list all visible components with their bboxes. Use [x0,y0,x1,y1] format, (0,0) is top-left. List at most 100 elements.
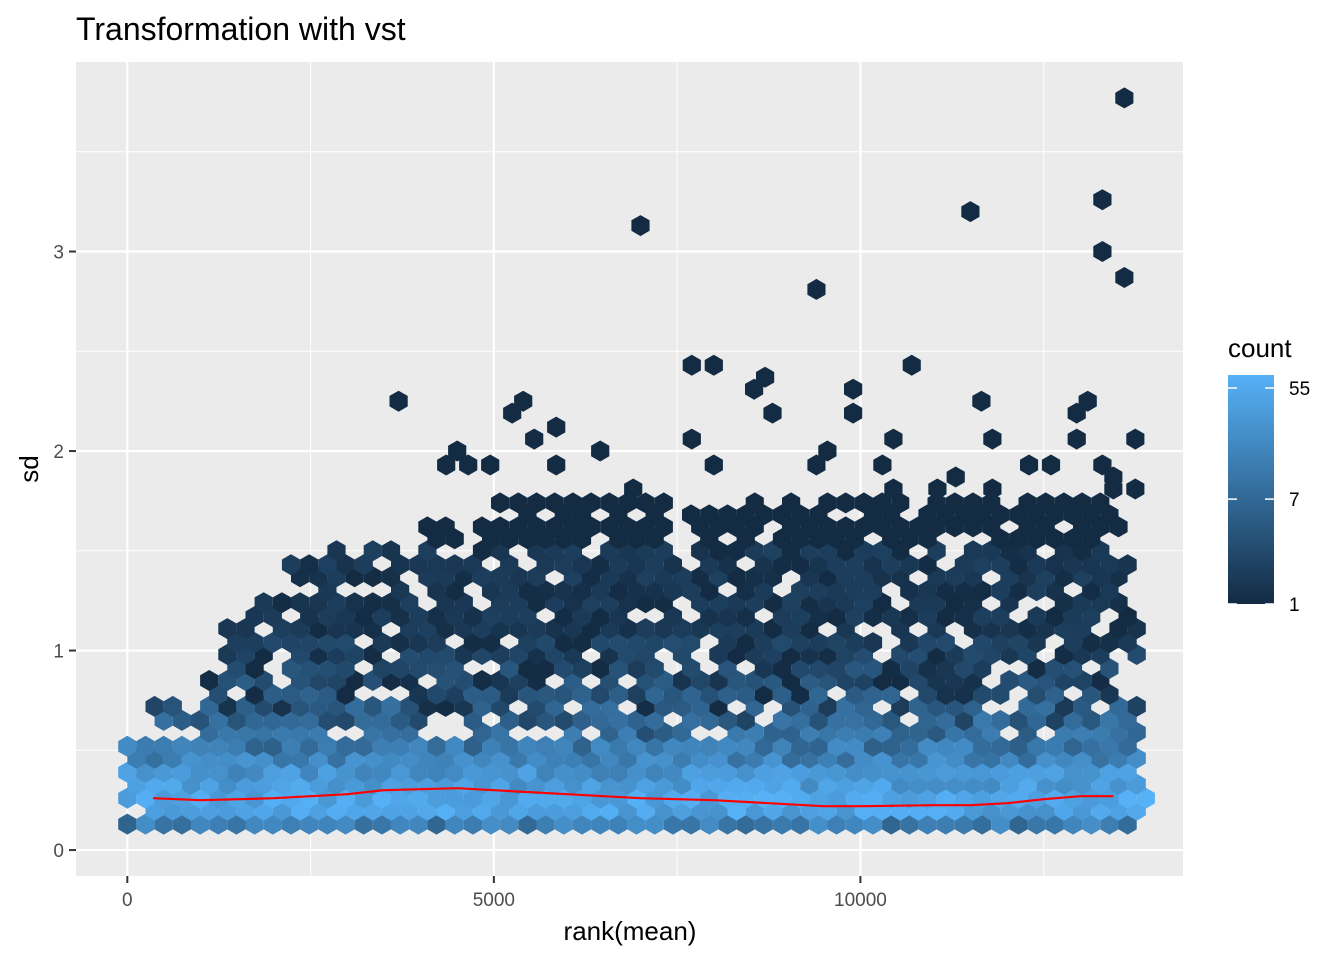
hex-bin [954,683,973,705]
hex-bin [463,606,482,628]
hex-bin [500,813,519,835]
hex-bin [1082,761,1101,783]
hex-bin [791,632,810,654]
hex-bin [809,632,828,654]
hex-bin [263,632,282,654]
hex-bin [591,813,610,835]
hex-bin [682,580,701,602]
hex-bin [218,618,237,640]
hex-bin [482,735,501,757]
hex-bin [372,761,391,783]
hex-bin [354,606,373,628]
hex-bin [627,683,646,705]
hex-bin [791,606,810,628]
hex-bin [427,632,446,654]
hex-bin [518,632,537,654]
hex-bin [1100,683,1119,705]
x-tick-label: 5000 [473,890,515,911]
hex-bin [682,735,701,757]
hex-bin [718,787,737,809]
hex-bin [300,709,319,731]
hex-bin [372,658,391,679]
hex-bin [718,632,737,654]
hex-bin [1009,580,1028,602]
hex-bin [281,554,301,576]
hex-bin [1082,606,1101,628]
hex-bin [245,735,264,757]
hex-bin [1100,580,1119,602]
hex-bin-outlier [807,278,826,300]
hex-bin-outlier [547,454,566,476]
hex-bin [245,683,264,705]
hex-bin [827,632,846,654]
hex-bin-outlier [844,378,863,400]
hex-bin [536,632,555,654]
hex-bin-outlier [1067,402,1086,424]
hex-bin [863,658,883,679]
hex-bin-outlier [1041,454,1061,476]
hex-bin [482,580,501,602]
hex-bin [736,709,755,731]
hex-bin [191,709,210,731]
hex-bin [554,658,573,679]
hex-bin [682,813,701,835]
hex-bin [1045,813,1064,835]
hex-bin [991,632,1010,654]
hex-bin [918,606,937,628]
hex-bin [591,554,610,576]
hex-bin [482,787,501,809]
hex-bin [945,492,964,514]
hex-bin [936,787,955,809]
hex-bin [900,658,919,679]
hex-bin [936,606,955,628]
hex-bin [918,735,937,757]
hex-bin [772,709,792,731]
hex-bin [409,683,428,705]
hex-bin [172,709,191,731]
hex-bin [682,709,701,731]
hex-bin [900,632,919,654]
hex-bin [500,658,519,679]
hex-bin [327,540,346,562]
hex-bin [609,709,628,731]
hex-bin [682,658,701,679]
hex-bin [700,683,719,705]
hex-bin [863,580,883,602]
hex-bin [809,683,828,705]
hex-bin [591,632,610,654]
hex-bin [1063,658,1083,679]
hex-bin [363,540,382,562]
hex-bin [1027,580,1046,602]
hex-bin [427,580,446,602]
hex-bin [363,695,382,717]
hex-bin [318,787,337,809]
hex-bin [700,504,719,526]
hex-bin [718,658,737,679]
hex-bin [827,813,846,835]
hex-bin [973,554,992,576]
hex-bin [445,580,464,602]
hex-bin [209,813,228,835]
hex-bin [954,606,973,628]
hex-bin [227,632,246,654]
hex-bin [245,709,264,731]
hex-bin [463,554,482,576]
hex-bin [918,632,937,654]
hex-bin [918,709,937,731]
hex-bin [445,761,464,783]
hex-bin [863,761,883,783]
hex-bin [809,709,828,731]
hex-bin [482,632,501,654]
hex-bin [772,735,792,757]
hex-bin-outlier [704,454,723,476]
hex-bin [973,632,992,654]
x-tick-label: 10000 [834,890,887,911]
hex-bin [882,735,901,757]
hex-bin [445,554,464,576]
hex-bin [845,580,864,602]
hex-bin [336,554,355,576]
hex-bin [500,735,519,757]
hex-bin [391,709,410,731]
hex-bin-outlier [591,440,610,462]
hex-bin [1100,554,1119,576]
